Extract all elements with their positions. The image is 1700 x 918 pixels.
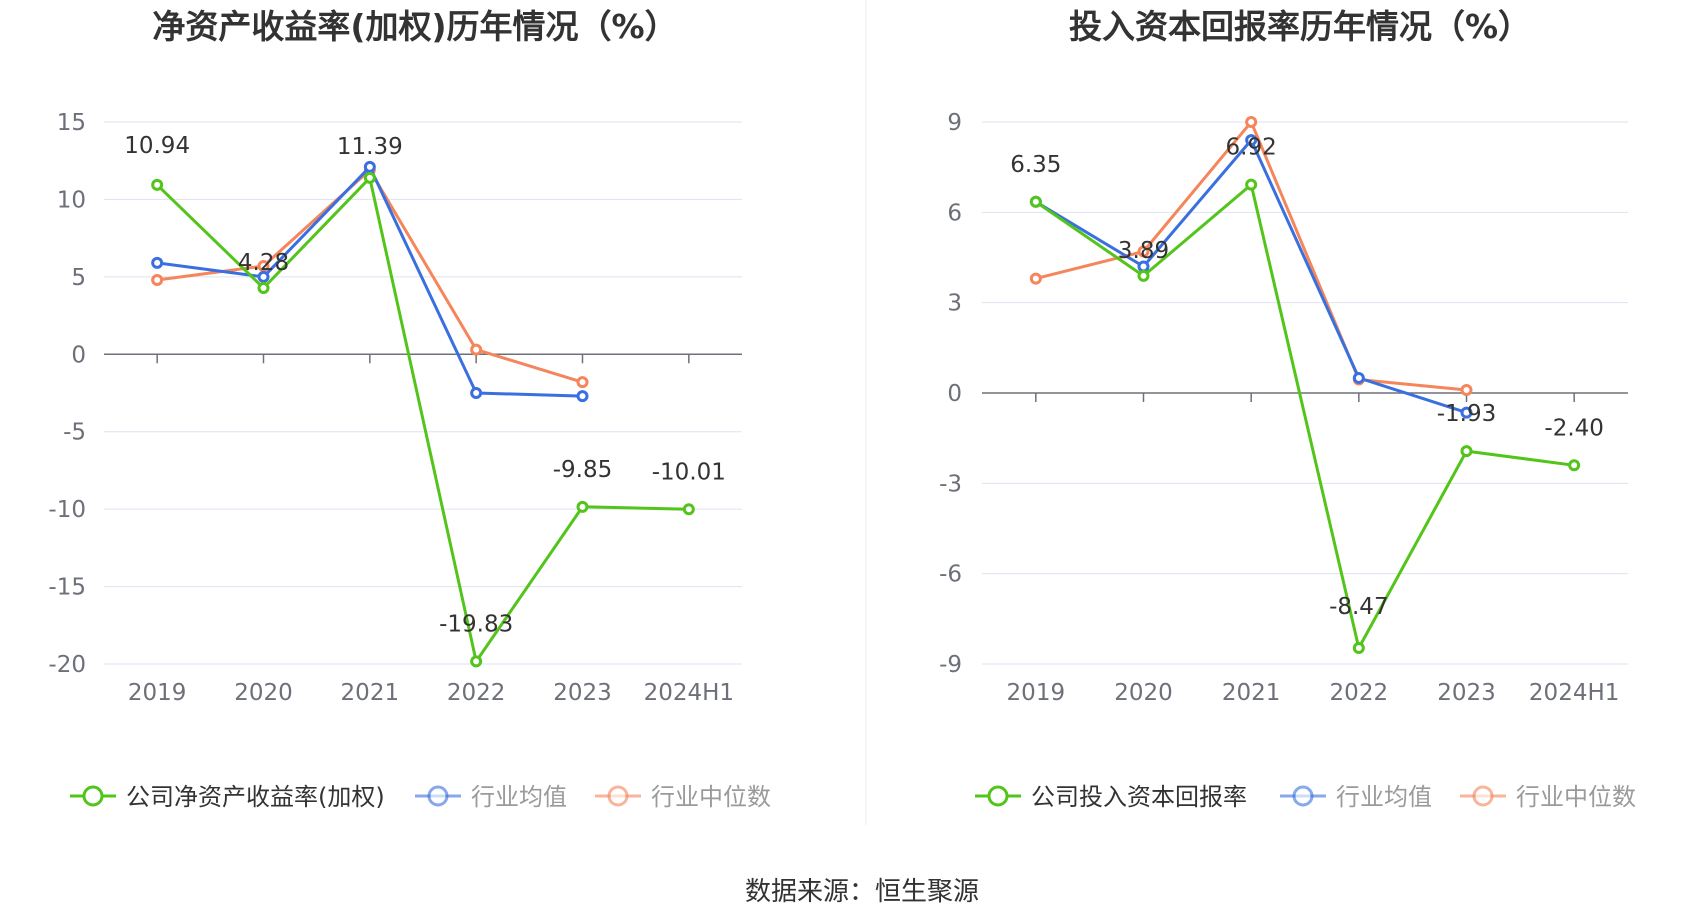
- x-tick-label: 2023: [1437, 680, 1496, 706]
- data-label: -19.83: [439, 611, 513, 637]
- data-label: 11.39: [337, 134, 403, 160]
- data-point: [1570, 461, 1579, 470]
- legend-label: 行业中位数: [651, 783, 771, 811]
- chart-panel-roe: 净资产收益率(加权)历年情况（%） 15 10 5 0 -5 -10 -15 -20 2019 20…: [48, 7, 771, 811]
- legend-item[interactable]: 行业中位数: [1460, 783, 1636, 811]
- legend-label: 公司投入资本回报率: [1031, 783, 1247, 811]
- x-tick-label: 2022: [447, 680, 506, 706]
- y-tick-label: -15: [48, 575, 86, 601]
- legend-label: 公司净资产收益率(加权): [126, 783, 385, 811]
- data-label: 6.35: [1010, 152, 1061, 178]
- x-tick-label: 2024H1: [1529, 680, 1619, 706]
- data-point: [365, 173, 374, 182]
- data-point: [1031, 274, 1040, 283]
- y-tick-label: 3: [947, 291, 962, 317]
- data-point: [1139, 271, 1148, 280]
- data-point: [1031, 197, 1040, 206]
- legend-label: 行业均值: [471, 783, 567, 811]
- legend-marker-icon: [609, 787, 627, 805]
- y-tick-label: 5: [71, 265, 86, 291]
- x-tick-label: 2023: [553, 680, 612, 706]
- data-point: [1354, 373, 1363, 382]
- x-tick-label: 2021: [341, 680, 400, 706]
- y-tick-label: 0: [947, 381, 962, 407]
- legend-marker-icon: [989, 787, 1007, 805]
- y-tick-label: 15: [57, 110, 86, 136]
- data-label: 6.92: [1226, 135, 1277, 161]
- chart-title: 投入资本回报率历年情况（%）: [1069, 7, 1531, 46]
- x-tick-label: 2024H1: [644, 680, 734, 706]
- x-tick-label: 2019: [128, 680, 187, 706]
- legend-marker-icon: [84, 787, 102, 805]
- data-point: [578, 392, 587, 401]
- data-point: [1247, 118, 1256, 127]
- data-point: [153, 180, 162, 189]
- legend-item[interactable]: 行业中位数: [595, 783, 771, 811]
- y-tick-label: 6: [947, 200, 962, 226]
- data-point: [153, 275, 162, 284]
- legend-marker-icon: [1474, 787, 1492, 805]
- y-tick-label: -10: [48, 497, 86, 523]
- x-tick-label: 2020: [1114, 680, 1173, 706]
- legend-label: 行业中位数: [1516, 783, 1636, 811]
- data-point: [578, 502, 587, 511]
- data-point: [1462, 385, 1471, 394]
- data-point: [472, 389, 481, 398]
- y-tick-label: 10: [57, 187, 86, 213]
- legend-item[interactable]: 公司投入资本回报率: [975, 783, 1247, 811]
- y-tick-label: 0: [71, 342, 86, 368]
- chart-title: 净资产收益率(加权)历年情况（%）: [152, 7, 677, 46]
- y-tick-label: -5: [63, 420, 86, 446]
- data-point: [472, 345, 481, 354]
- x-tick-label: 2020: [234, 680, 293, 706]
- data-point: [1354, 644, 1363, 653]
- legend-item[interactable]: 行业均值: [1280, 783, 1432, 811]
- chart-canvas: 净资产收益率(加权)历年情况（%） 15 10 5 0 -5 -10 -15 -20 2019 20…: [0, 0, 1700, 918]
- legend-item[interactable]: 行业均值: [415, 783, 567, 811]
- chart-panel-roic: 投入资本回报率历年情况（%） 9 6 3 0 -3 -6 -9 2019 2020 2021 2022…: [939, 7, 1636, 811]
- y-tick-label: 9: [947, 110, 962, 136]
- series-line: [157, 170, 582, 382]
- data-label: 3.89: [1118, 238, 1169, 264]
- legend-item[interactable]: 公司净资产收益率(加权): [70, 783, 385, 811]
- series-line: [1036, 122, 1467, 390]
- y-tick-label: -3: [939, 471, 962, 497]
- data-label: 10.94: [124, 133, 190, 159]
- data-label: -1.93: [1437, 401, 1497, 427]
- y-tick-label: -20: [48, 652, 86, 678]
- data-point: [365, 162, 374, 171]
- x-tick-label: 2022: [1330, 680, 1389, 706]
- legend-marker-icon: [1294, 787, 1312, 805]
- data-label: -2.40: [1544, 415, 1604, 441]
- data-point: [153, 258, 162, 267]
- data-label: 4.28: [238, 250, 289, 276]
- legend-marker-icon: [429, 787, 447, 805]
- x-tick-label: 2021: [1222, 680, 1281, 706]
- data-source: 数据来源：恒生聚源: [745, 877, 979, 907]
- data-point: [1247, 180, 1256, 189]
- data-point: [472, 657, 481, 666]
- data-point: [259, 284, 268, 293]
- x-tick-label: 2019: [1007, 680, 1066, 706]
- y-tick-label: -9: [939, 652, 962, 678]
- data-point: [578, 378, 587, 387]
- data-label: -8.47: [1329, 594, 1389, 620]
- data-point: [1462, 447, 1471, 456]
- data-label: -10.01: [652, 459, 726, 485]
- legend-label: 行业均值: [1336, 783, 1432, 811]
- data-label: -9.85: [553, 457, 613, 483]
- y-tick-label: -6: [939, 562, 962, 588]
- data-point: [684, 505, 693, 514]
